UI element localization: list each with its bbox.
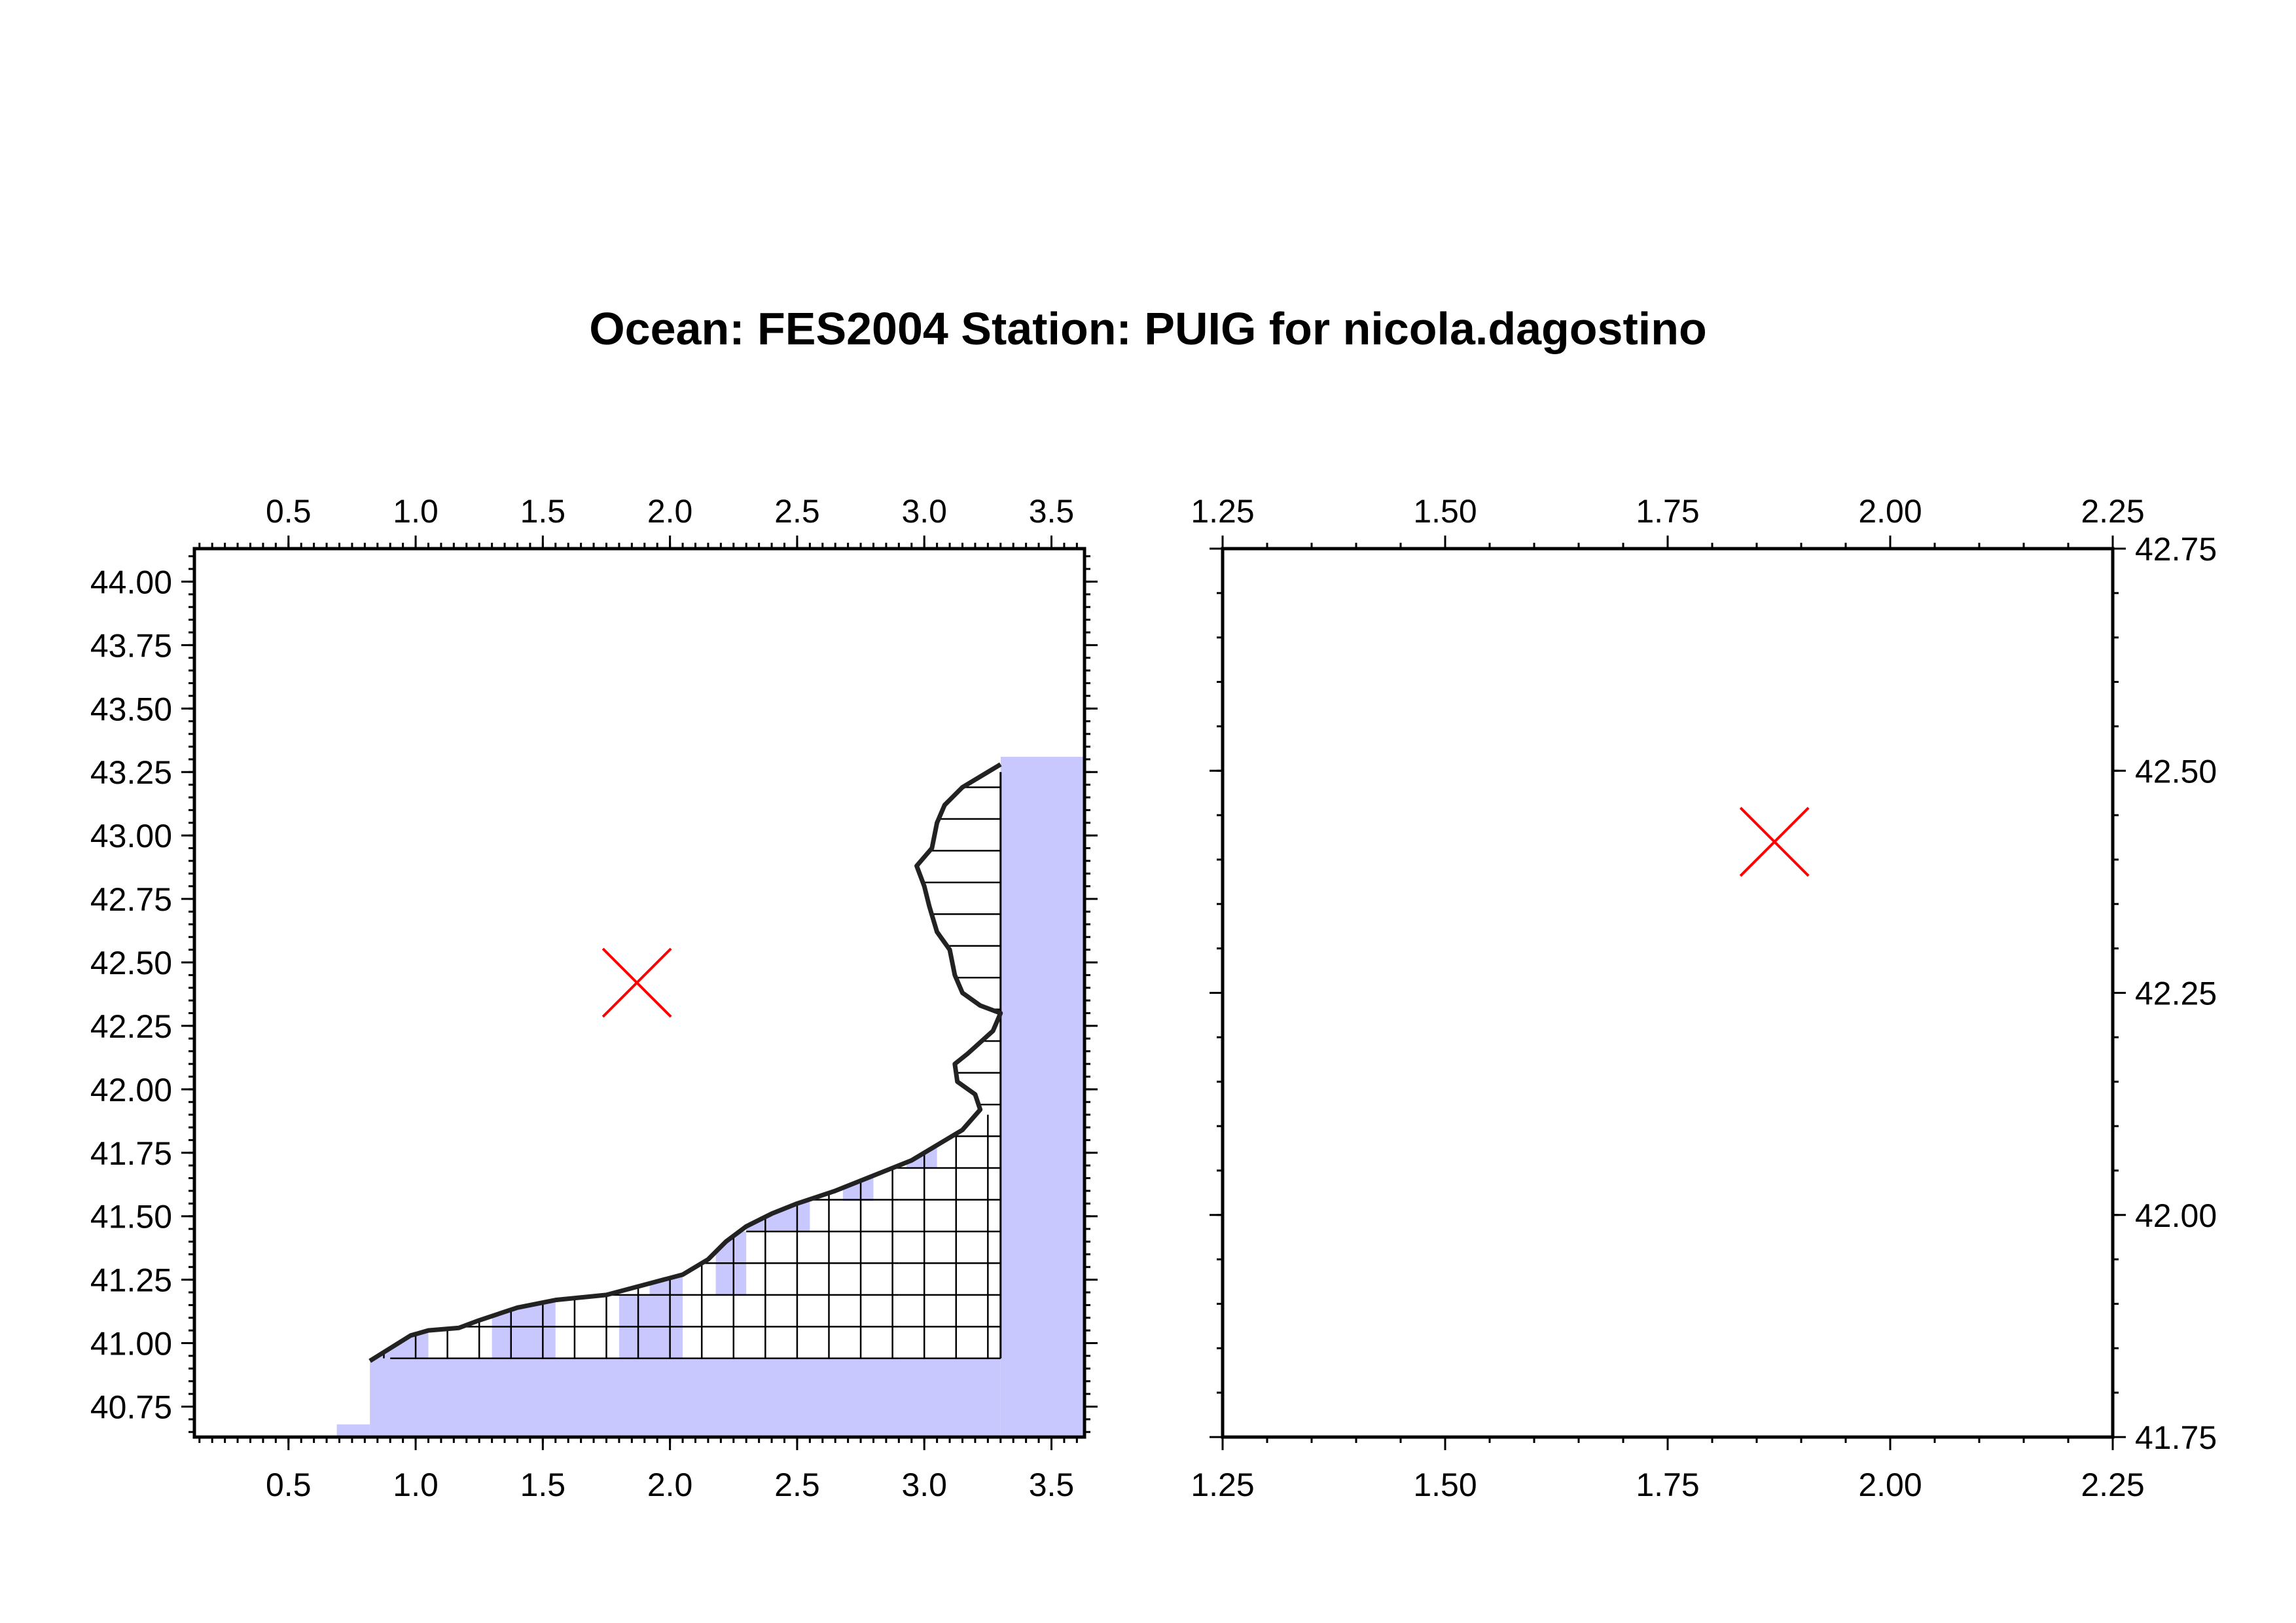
right-map-labels: 1.25 1.25 1.50 1.50 1.75 1.75 2.00 2.00 2.25 2.25… [1191, 493, 2217, 1503]
left-map-labels: 0.5 0.5 1.0 1.0 1.5 1.5 2.0 2.0 2.5 2.5 3.0 3.0 3.5 3… [90, 493, 1074, 1503]
y-tick-label: 41.75 [2135, 1419, 2217, 1456]
y-tick-label: 42.00 [90, 1072, 172, 1108]
y-tick-label: 43.50 [90, 691, 172, 727]
left-map-panel: 0.5 0.5 1.0 1.0 1.5 1.5 2.0 2.0 2.5 2.5 3.0 3.0 3.5 3… [90, 493, 1098, 1503]
coastline [368, 762, 1003, 1363]
y-tick-label: 43.75 [90, 627, 172, 664]
left-map-content [194, 549, 1085, 1437]
x-tick-label: 0.5 [266, 493, 312, 530]
y-tick-label: 41.50 [90, 1199, 172, 1235]
right-map-frame [1221, 547, 2115, 1439]
x-tick-label: 1.75 [1636, 493, 1699, 530]
x-tick-label: 2.5 [774, 493, 820, 530]
x-tick-label: 1.0 [393, 1467, 439, 1503]
x-tick-label: 2.25 [2081, 1467, 2144, 1503]
x-tick-label: 2.00 [1858, 493, 1922, 530]
y-tick-label: 42.25 [2135, 976, 2217, 1012]
x-tick-label: 3.0 [901, 493, 947, 530]
map-title: Ocean: FES2004 Station: PUIG for nicola.… [589, 303, 1707, 354]
y-tick-label: 42.75 [90, 881, 172, 918]
y-tick-label: 42.25 [90, 1008, 172, 1045]
y-tick-label: 41.00 [90, 1326, 172, 1362]
x-tick-label: 1.0 [393, 493, 439, 530]
y-tick-label: 40.75 [90, 1389, 172, 1425]
right-map-ticks [1210, 536, 2126, 1450]
x-tick-label: 1.25 [1191, 1467, 1254, 1503]
ocean-grid-box [370, 1358, 1001, 1437]
ocean-grid-box [336, 1424, 370, 1437]
y-tick-label: 42.50 [90, 945, 172, 981]
x-tick-label: 3.0 [901, 1467, 947, 1503]
y-tick-label: 43.25 [90, 754, 172, 791]
station-marker [1739, 807, 1810, 877]
y-tick-label: 42.75 [2135, 531, 2217, 568]
x-tick-label: 0.5 [266, 1467, 312, 1503]
x-tick-label: 1.50 [1413, 1467, 1477, 1503]
x-tick-label: 2.0 [647, 493, 693, 530]
x-tick-label: 1.50 [1413, 493, 1477, 530]
y-tick-label: 42.50 [2135, 753, 2217, 790]
right-map-panel: 1.25 1.25 1.50 1.50 1.75 1.75 2.00 2.00 2.25 2.25… [1191, 493, 2217, 1503]
x-tick-label: 2.00 [1858, 1467, 1922, 1503]
right-map-content [1739, 807, 1810, 877]
x-tick-label: 3.5 [1029, 1467, 1075, 1503]
y-tick-label: 44.00 [90, 564, 172, 600]
left-map-frame [192, 547, 1086, 1439]
left-map-ticks [181, 536, 1098, 1450]
ocean-grid-box [1000, 756, 1085, 1437]
y-tick-label: 41.25 [90, 1262, 172, 1299]
y-tick-label: 42.00 [2135, 1197, 2217, 1234]
x-tick-label: 1.25 [1191, 493, 1254, 530]
x-tick-label: 1.5 [520, 493, 566, 530]
x-tick-label: 2.0 [647, 1467, 693, 1503]
station-marker [601, 947, 672, 1018]
land-area [194, 549, 1001, 1361]
x-tick-label: 2.25 [2081, 493, 2144, 530]
y-tick-label: 43.00 [90, 818, 172, 854]
x-tick-label: 1.75 [1636, 1467, 1699, 1503]
x-tick-label: 1.5 [520, 1467, 566, 1503]
x-tick-label: 3.5 [1029, 493, 1075, 530]
x-tick-label: 2.5 [774, 1467, 820, 1503]
y-tick-label: 41.75 [90, 1135, 172, 1172]
